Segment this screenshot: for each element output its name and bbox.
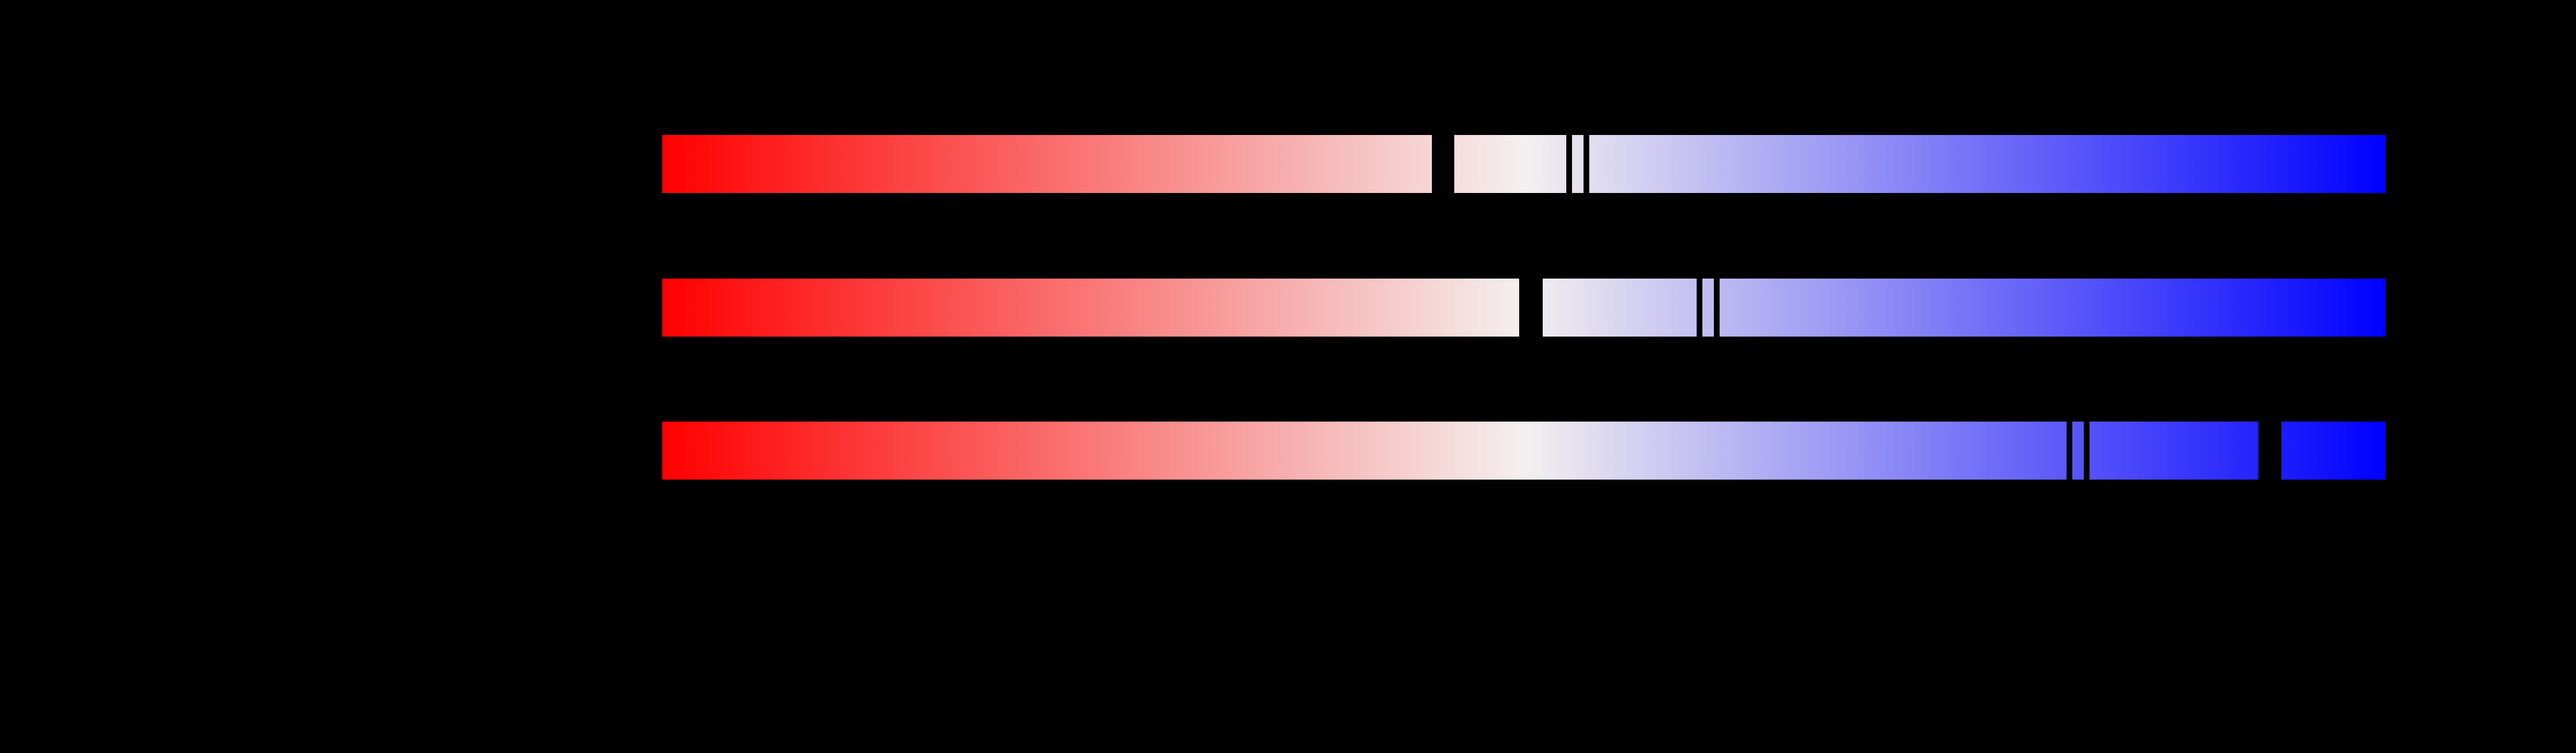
colorbar-row-1 (662, 134, 2385, 194)
gap-marker (2258, 421, 2281, 480)
colorbar-row-2 (662, 278, 2385, 337)
gap-marker (1519, 278, 1543, 337)
tick-marker (1584, 134, 1589, 194)
tick-marker (2067, 421, 2072, 480)
colorbar-row-3 (662, 421, 2385, 480)
tick-marker (1566, 134, 1572, 194)
tick-marker (2084, 421, 2090, 480)
tick-marker (1696, 278, 1702, 337)
tick-marker (1713, 278, 1720, 337)
gap-marker (1432, 134, 1455, 194)
